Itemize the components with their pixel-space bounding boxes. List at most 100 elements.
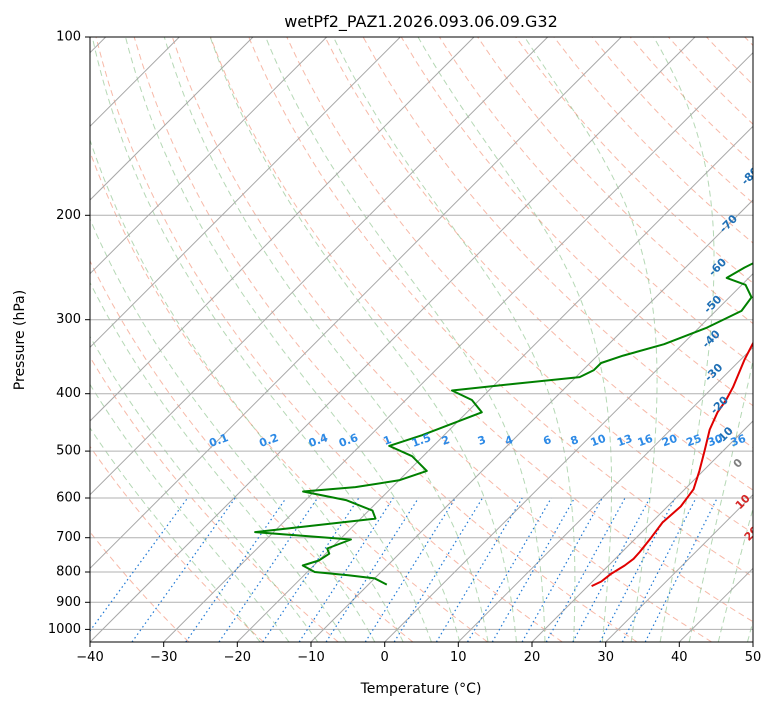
chart-title: wetPf2_PAZ1.2026.093.06.09.G32: [284, 12, 558, 32]
mixing-ratio-label: 0.4: [307, 431, 330, 450]
mixing-ratio-line: [298, 497, 394, 642]
moist-adiabat-line: [90, 335, 319, 642]
x-tick-label: −40: [76, 650, 103, 665]
x-tick-label: 30: [597, 650, 614, 665]
isotherm-line: [90, 37, 254, 201]
mixing-ratio-label: 1.5: [410, 431, 433, 450]
x-tick-label: 40: [671, 650, 688, 665]
mixing-ratio-line: [393, 497, 484, 642]
y-tick-label: 700: [56, 530, 81, 545]
x-tick-label: 20: [524, 650, 541, 665]
mixing-ratio-label: 6: [542, 433, 554, 448]
moist-adiabat-line: [653, 37, 715, 642]
isotherm-grid: [90, 37, 753, 642]
isotherm-line: [310, 199, 753, 642]
moist-adiabat-line: [90, 138, 404, 642]
mixing-ratio-label: 2: [440, 433, 452, 448]
isotherm-line: [457, 346, 753, 642]
y-tick-label: 1000: [48, 622, 81, 637]
mixing-ratio-label: 8: [569, 433, 581, 448]
dry-adiabat-line: [90, 445, 264, 642]
mixing-ratio-label: 0.6: [337, 431, 360, 450]
moist-adiabat-line: [688, 358, 753, 642]
moist-adiabat-line: [524, 37, 658, 642]
mixing-ratio-label: 0.2: [257, 431, 280, 450]
isotherm-line: [384, 272, 753, 642]
y-tick-label: 500: [56, 444, 81, 459]
isotherm-line: [605, 493, 753, 642]
mixing-ratio-lines: [90, 497, 718, 642]
mixing-ratio-line: [466, 497, 552, 642]
dry-adiabat-line: [95, 37, 563, 642]
isotherm-line: [90, 37, 475, 422]
y-tick-label: 100: [56, 30, 81, 45]
isobar-grid: [90, 37, 753, 630]
y-tick-label: 900: [56, 595, 81, 610]
mixing-ratio-line: [364, 497, 456, 642]
dry-adiabat-line: [133, 37, 638, 642]
moist-adiabats: [90, 37, 753, 642]
mixing-ratio-label: 13: [615, 432, 634, 449]
dry-adiabat-line: [171, 37, 712, 642]
mixing-ratio-line: [521, 497, 603, 642]
moist-adiabat-line: [265, 37, 546, 642]
x-tick-label: 50: [745, 650, 762, 665]
moist-adiabat-line: [209, 37, 517, 642]
dry-adiabat-line: [90, 259, 414, 642]
dry-adiabat-line: [248, 37, 753, 578]
mixing-ratio-line: [572, 497, 651, 642]
isotherm-line: [531, 420, 753, 642]
isotherm-line: [90, 37, 328, 275]
isotherm-line: [90, 37, 696, 642]
mixing-ratio-line: [491, 497, 576, 642]
dewpoint-profile-line: [254, 262, 753, 586]
mixing-ratio-label: 36: [729, 432, 748, 450]
isotherm-line: [90, 37, 549, 496]
x-axis-ticks: −40 −30 −20 −10 0 10 20 30 40 50: [76, 642, 761, 665]
in-plot-labels: -100-90-80-70-60-50-40-30-20-10010203040…: [207, 164, 762, 543]
mixing-ratio-label: 20: [660, 432, 679, 450]
moist-adiabat-line: [125, 37, 461, 642]
x-tick-label: −10: [297, 650, 324, 665]
mixing-ratio-label: 4: [503, 433, 515, 448]
x-tick-label: 0: [381, 650, 389, 665]
moist-adiabat-line: [90, 281, 347, 642]
moist-adiabat-line: [91, 37, 432, 642]
x-tick-label: 10: [450, 650, 467, 665]
isotherm-line: [90, 37, 401, 349]
moist-adiabat-line: [332, 37, 576, 642]
dry-adiabat-line: [286, 37, 753, 534]
mixing-ratio-line: [435, 497, 523, 642]
mixing-ratio-label: 16: [636, 432, 655, 450]
mixing-ratio-line: [545, 497, 626, 642]
x-tick-label: −30: [150, 650, 177, 665]
moist-adiabat-line: [90, 383, 290, 642]
moist-adiabat-line: [717, 506, 753, 642]
mixing-ratio-line: [325, 497, 420, 642]
moist-adiabat-line: [90, 427, 261, 642]
y-axis-label: Pressure (hPa): [12, 290, 28, 390]
moist-adiabat-line: [163, 37, 489, 642]
y-tick-label: 300: [56, 312, 81, 327]
moist-adiabat-line: [417, 37, 612, 642]
moist-adiabat-line: [90, 217, 376, 642]
isotherm-label: 20: [742, 523, 762, 543]
y-tick-label: 200: [56, 208, 81, 223]
y-tick-label: 400: [56, 386, 81, 401]
mixing-ratio-label: 0.1: [207, 431, 230, 450]
mixing-ratio-label: 25: [685, 432, 704, 449]
dry-adiabat-line: [515, 37, 753, 284]
plot-frame: [89, 36, 754, 643]
y-axis-ticks: 100 200 300 400 500 600 700 800 900 1000: [48, 30, 90, 637]
mixing-ratio-label: 3: [476, 433, 488, 448]
plot-area: -100-90-80-70-60-50-40-30-20-10010203040…: [90, 37, 762, 642]
y-tick-label: 600: [56, 491, 81, 506]
isotherm-line: [90, 37, 622, 570]
mixing-ratio-label: 1: [382, 433, 394, 448]
mixing-ratio-line: [218, 497, 318, 642]
dry-adiabat-line: [324, 37, 753, 491]
dry-adiabat-line: [210, 37, 753, 623]
y-tick-label: 800: [56, 565, 81, 580]
